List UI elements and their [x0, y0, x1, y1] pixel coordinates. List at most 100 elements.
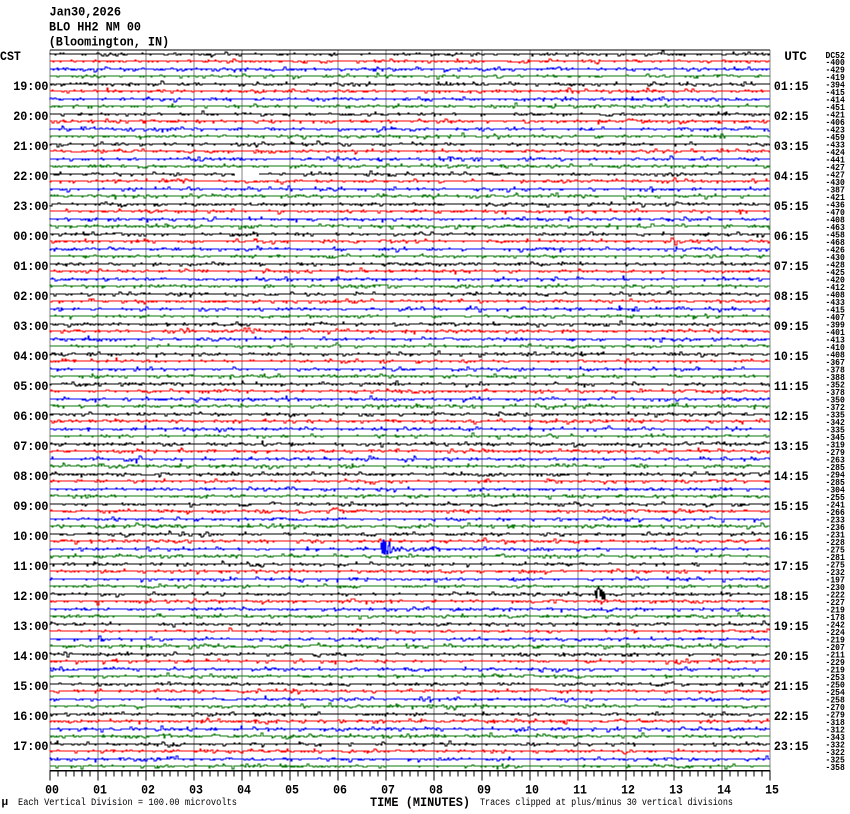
- svg-text:08:15: 08:15: [774, 289, 809, 304]
- svg-text:-242: -242: [826, 620, 845, 630]
- svg-text:-224: -224: [826, 628, 846, 638]
- svg-text:-207: -207: [826, 643, 845, 653]
- svg-text:22:15: 22:15: [774, 709, 809, 724]
- svg-text:10:00: 10:00: [13, 529, 48, 544]
- svg-text:Jan30,2026: Jan30,2026: [50, 5, 122, 20]
- svg-text:10:15: 10:15: [774, 349, 809, 364]
- svg-text:18:15: 18:15: [774, 589, 809, 604]
- svg-text:14:00: 14:00: [13, 649, 48, 664]
- svg-text:-222: -222: [826, 590, 845, 600]
- svg-text:00: 00: [45, 783, 59, 798]
- svg-text:15:15: 15:15: [774, 499, 809, 514]
- svg-text:-387: -387: [826, 185, 845, 195]
- svg-text:08: 08: [429, 783, 443, 798]
- svg-text:15:00: 15:00: [13, 679, 48, 694]
- svg-text:04: 04: [237, 783, 251, 798]
- svg-text:02: 02: [141, 783, 155, 798]
- svg-text:23:00: 23:00: [13, 199, 48, 214]
- svg-text:13:00: 13:00: [13, 619, 48, 634]
- svg-text:-219: -219: [826, 605, 845, 615]
- svg-text:07:00: 07:00: [13, 439, 48, 454]
- svg-text:22:00: 22:00: [13, 169, 48, 184]
- svg-text:03: 03: [189, 783, 203, 798]
- svg-text:-378: -378: [826, 365, 845, 375]
- svg-text:CST: CST: [0, 49, 21, 64]
- svg-text:-428: -428: [826, 260, 845, 270]
- svg-text:-427: -427: [826, 163, 845, 173]
- svg-text:-425: -425: [826, 268, 845, 278]
- svg-text:-250: -250: [826, 680, 845, 690]
- svg-text:19:15: 19:15: [774, 619, 809, 634]
- svg-text:03:15: 03:15: [774, 139, 809, 154]
- svg-text:12:15: 12:15: [774, 409, 809, 424]
- svg-text:-430: -430: [826, 253, 845, 263]
- svg-text:15: 15: [765, 783, 779, 798]
- svg-text:-219: -219: [826, 635, 845, 645]
- svg-text:-236: -236: [826, 523, 845, 533]
- svg-text:14: 14: [717, 783, 731, 798]
- svg-text:01: 01: [93, 783, 107, 798]
- svg-text:-285: -285: [826, 463, 845, 473]
- svg-text:02:00: 02:00: [13, 289, 48, 304]
- svg-text:02:15: 02:15: [774, 109, 809, 124]
- svg-text:-433: -433: [826, 140, 845, 150]
- svg-text:-255: -255: [826, 493, 845, 503]
- svg-text:07: 07: [381, 783, 395, 798]
- svg-text:-414: -414: [826, 95, 846, 105]
- svg-text:Each Vertical Division = 100.: Each Vertical Division = 100.00 microvol…: [18, 797, 237, 809]
- svg-text:-408: -408: [826, 350, 845, 360]
- svg-text:-350: -350: [826, 395, 845, 405]
- svg-text:-253: -253: [826, 673, 845, 683]
- svg-text:-421: -421: [826, 110, 846, 120]
- svg-text:-420: -420: [826, 275, 845, 285]
- svg-text:-275: -275: [826, 545, 845, 555]
- svg-text:-406: -406: [826, 118, 845, 128]
- svg-text:-325: -325: [826, 755, 845, 765]
- svg-text:-427: -427: [826, 170, 845, 180]
- svg-text:-318: -318: [826, 718, 845, 728]
- svg-text:-178: -178: [826, 613, 845, 623]
- svg-text:-275: -275: [826, 560, 845, 570]
- svg-text:-470: -470: [826, 208, 845, 218]
- svg-text:19:00: 19:00: [13, 79, 48, 94]
- svg-text:-294: -294: [826, 470, 846, 480]
- svg-text:-429: -429: [826, 65, 845, 75]
- svg-text:-230: -230: [826, 583, 845, 593]
- svg-text:-400: -400: [826, 58, 845, 68]
- svg-text:20:15: 20:15: [774, 649, 809, 664]
- svg-text:-319: -319: [826, 440, 845, 450]
- svg-text:-227: -227: [826, 598, 845, 608]
- svg-text:-401: -401: [826, 328, 846, 338]
- svg-text:-343: -343: [826, 733, 845, 743]
- svg-text:09: 09: [477, 783, 491, 798]
- svg-text:06: 06: [333, 783, 347, 798]
- svg-text:-358: -358: [826, 763, 845, 773]
- svg-text:-423: -423: [826, 125, 845, 135]
- svg-text:-451: -451: [826, 103, 846, 113]
- svg-text:-312: -312: [826, 725, 845, 735]
- svg-text:-233: -233: [826, 515, 845, 525]
- svg-text:17:15: 17:15: [774, 559, 809, 574]
- svg-text:-335: -335: [826, 425, 845, 435]
- svg-text:16:15: 16:15: [774, 529, 809, 544]
- svg-text:(Bloomington, IN): (Bloomington, IN): [49, 34, 170, 49]
- svg-text:13: 13: [669, 783, 683, 798]
- svg-text:-219: -219: [826, 665, 845, 675]
- svg-text:10: 10: [525, 783, 539, 798]
- svg-text:-285: -285: [826, 478, 845, 488]
- svg-text:-335: -335: [826, 410, 845, 420]
- svg-text:05: 05: [285, 783, 299, 798]
- svg-text:21:00: 21:00: [13, 139, 48, 154]
- svg-text:-378: -378: [826, 388, 845, 398]
- svg-text:23:15: 23:15: [774, 739, 809, 754]
- svg-text:-279: -279: [826, 710, 845, 720]
- svg-text:TIME (MINUTES): TIME (MINUTES): [370, 795, 470, 810]
- svg-text:12: 12: [621, 783, 635, 798]
- svg-text:17:00: 17:00: [13, 739, 48, 754]
- svg-text:-441: -441: [826, 155, 846, 165]
- svg-text:-468: -468: [826, 238, 845, 248]
- svg-text:-197: -197: [826, 575, 845, 585]
- svg-text:04:00: 04:00: [13, 349, 48, 364]
- svg-text:09:00: 09:00: [13, 499, 48, 514]
- svg-text:-424: -424: [826, 148, 846, 158]
